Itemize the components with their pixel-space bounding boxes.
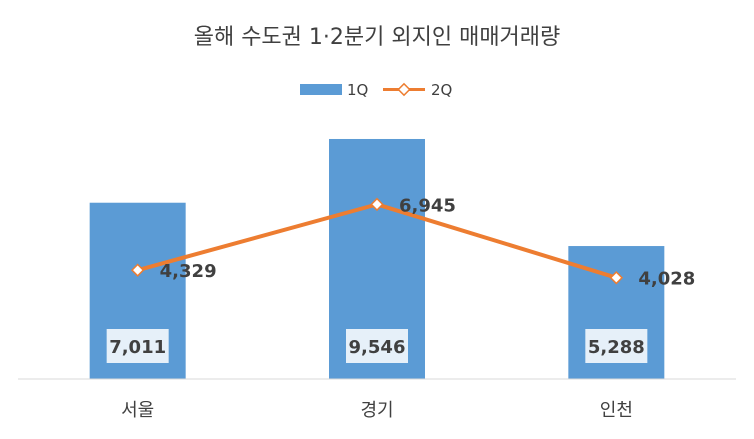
bar-value-label-1: 9,546	[349, 337, 406, 358]
marker-2q-0	[130, 263, 145, 277]
bar-label-box-1	[346, 329, 408, 363]
x-tick-label-1: 경기	[360, 400, 393, 421]
bar-label-box-0	[106, 329, 169, 363]
line-value-label-1: 6,945	[399, 195, 456, 216]
marker-2q-1	[370, 197, 384, 212]
line-value-label-2: 4,028	[638, 269, 695, 290]
x-tick-label-0: 서울	[121, 400, 154, 421]
line-layer	[130, 197, 624, 285]
chart-title: 올해 수도권 1·2분기 외지인 매매거래량	[194, 25, 561, 50]
legend: 1Q 2Q	[300, 81, 452, 99]
legend-marker-2q	[397, 82, 411, 97]
x-tick-labels: 서울 경기 인천	[121, 400, 633, 421]
x-tick-label-2: 인천	[600, 400, 633, 421]
bar-label-box-2	[585, 329, 648, 363]
bar-value-label-2: 5,288	[588, 337, 645, 358]
legend-label-1q: 1Q	[347, 81, 368, 99]
bar-value-label-0: 7,011	[109, 337, 166, 358]
legend-label-2q: 2Q	[431, 81, 452, 99]
labels-layer: 7,011 9,546 5,288 4,329 6,945 4,028	[106, 195, 695, 363]
legend-swatch-1q	[300, 84, 342, 95]
marker-2q-2	[609, 271, 624, 285]
bars-layer	[89, 138, 665, 379]
line-value-label-0: 4,329	[160, 261, 217, 282]
